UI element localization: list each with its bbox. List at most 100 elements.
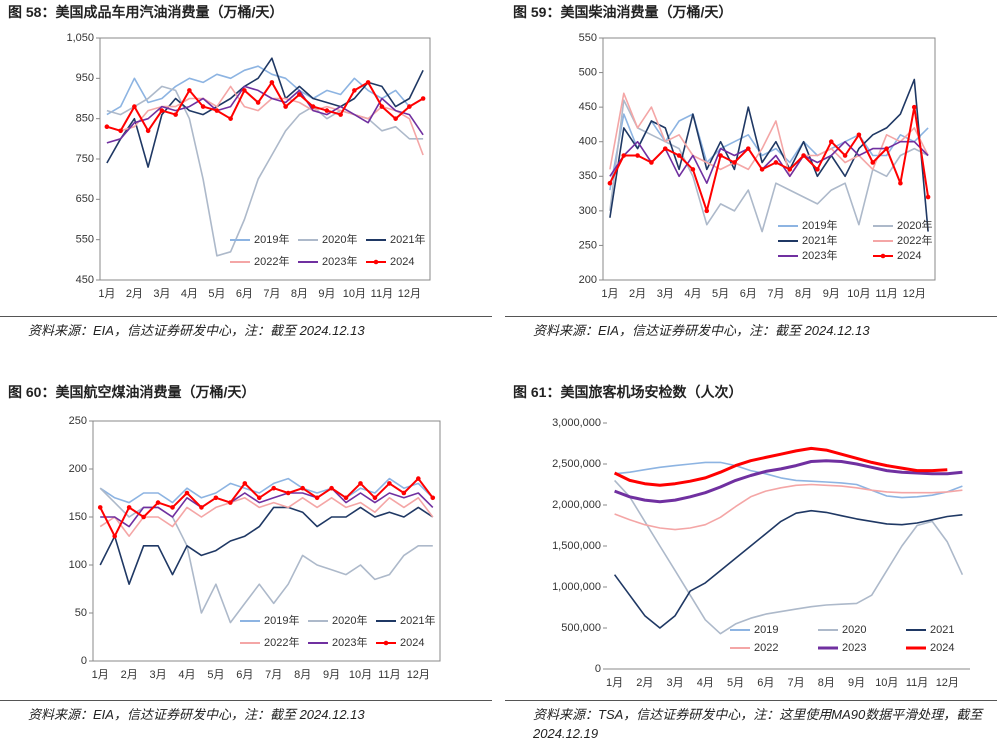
legend-label: 2021 xyxy=(930,624,954,636)
panel: 0 50 100 150 200 250 1月 2月 3月 4月 5月 6月 7月 8月 9月 10月 11月 1… xyxy=(0,380,492,745)
legend-label: 2022年 xyxy=(897,233,932,247)
data-point xyxy=(393,116,398,121)
series-line xyxy=(99,477,434,538)
legend-label: 2021年 xyxy=(802,233,837,247)
series-line xyxy=(100,487,434,528)
data-point xyxy=(132,104,137,109)
x-tick-label: 4月 xyxy=(181,288,198,300)
y-tick-label: 50 xyxy=(75,607,87,619)
x-tick-label: 5月 xyxy=(208,288,225,300)
legend-marker xyxy=(880,253,886,259)
series-line xyxy=(99,497,434,537)
data-point xyxy=(884,146,889,151)
y-tick-label: 250 xyxy=(579,239,597,251)
data-point xyxy=(732,160,737,165)
y-tick-label: 1,050 xyxy=(66,32,94,44)
data-point xyxy=(842,153,848,158)
series-line xyxy=(614,483,963,531)
x-tick-label: 10月 xyxy=(847,288,870,300)
x-tick-label: 6月 xyxy=(236,288,253,300)
data-point xyxy=(379,104,385,109)
figure-title: 图 58：美国成品车用汽油消费量（万桶/天） xyxy=(8,4,284,20)
x-tick-label: 12月 xyxy=(936,677,959,689)
x-tick-label: 6月 xyxy=(740,288,757,300)
data-point xyxy=(338,112,343,117)
series-line xyxy=(99,487,433,624)
x-tick-label: 11月 xyxy=(906,677,928,689)
data-point xyxy=(704,208,710,214)
x-tick-label: 3月 xyxy=(153,288,170,300)
x-tick-label: 12月 xyxy=(903,288,926,300)
legend-label: 2024 xyxy=(390,256,414,268)
legend-label: 2022年 xyxy=(264,635,299,649)
figure-title: 图 59：美国柴油消费量（万桶/天） xyxy=(513,4,733,20)
data-point xyxy=(420,96,426,101)
legend-label: 2020年 xyxy=(322,232,357,246)
x-tick-label: 4月 xyxy=(178,669,195,681)
figure-title: 图 60：美国航空煤油消费量（万桶/天） xyxy=(8,384,256,400)
chart: 200 250 300 350 400 450 500 550 1月 2月 3月 4月 5月 6月 7月 8月… xyxy=(579,32,936,300)
data-point xyxy=(911,104,917,110)
x-tick-label: 8月 xyxy=(294,669,311,681)
panel: 0 500,000 1,000,000 1,500,000 2,000,000 2,500… xyxy=(505,380,997,745)
x-tick-label: 9月 xyxy=(318,288,335,300)
y-tick-label: 300 xyxy=(579,205,597,217)
source-note: 资料来源：EIA，信达证券研发中心，注：截至 2024.12.13 xyxy=(505,316,997,340)
source-note: 资料来源：TSA，信达证券研发中心，注：这里使用MA90数据平滑处理，截至 20… xyxy=(505,700,997,743)
source-note: 资料来源：EIA，信达证券研发中心，注：截至 2024.12.13 xyxy=(0,316,492,340)
x-tick-label: 1月 xyxy=(606,677,623,689)
data-point xyxy=(228,116,233,121)
data-point xyxy=(828,139,834,145)
x-tick-label: 3月 xyxy=(150,669,167,681)
x-tick-label: 8月 xyxy=(818,677,835,689)
data-point xyxy=(112,533,117,539)
data-point xyxy=(314,495,320,501)
y-tick-label: 950 xyxy=(76,72,94,84)
data-point xyxy=(324,108,330,113)
x-tick-label: 8月 xyxy=(795,288,812,300)
series-line xyxy=(609,99,929,233)
data-point xyxy=(607,180,613,186)
series-line xyxy=(106,65,424,116)
x-tick-label: 4月 xyxy=(697,677,714,689)
data-point xyxy=(145,128,151,134)
data-point xyxy=(187,88,192,93)
chart: 0 500,000 1,000,000 1,500,000 2,000,000 2,500… xyxy=(552,417,970,689)
data-point xyxy=(430,495,436,501)
legend-label: 2021年 xyxy=(400,613,435,627)
y-tick-label: 450 xyxy=(76,274,94,286)
y-tick-label: 350 xyxy=(579,170,597,182)
x-tick-label: 8月 xyxy=(291,288,308,300)
x-tick-label: 7月 xyxy=(767,288,784,300)
x-tick-label: 12月 xyxy=(398,288,421,300)
legend-label: 2019年 xyxy=(264,613,299,627)
source-note: 资料来源：EIA，信达证券研发中心，注：截至 2024.12.13 xyxy=(0,700,492,724)
data-point xyxy=(621,153,627,158)
series-line xyxy=(106,85,424,156)
plot-frame xyxy=(92,420,441,662)
y-tick-label: 500,000 xyxy=(561,622,601,634)
series-line xyxy=(614,479,964,635)
data-point xyxy=(173,112,178,117)
data-point xyxy=(126,505,132,510)
data-point xyxy=(199,505,204,510)
x-tick-label: 11月 xyxy=(875,288,897,300)
x-tick-label: 11月 xyxy=(371,288,393,300)
y-tick-label: 0 xyxy=(595,663,601,675)
x-tick-label: 2月 xyxy=(629,288,646,300)
x-tick-label: 10月 xyxy=(343,288,366,300)
data-point xyxy=(213,495,219,501)
legend-label: 2021年 xyxy=(390,232,425,246)
y-tick-label: 550 xyxy=(76,234,94,246)
data-point xyxy=(787,167,793,172)
y-tick-label: 450 xyxy=(579,101,597,113)
legend-label: 2023年 xyxy=(322,254,357,268)
data-point xyxy=(97,505,103,510)
y-tick-label: 1,000,000 xyxy=(552,581,601,593)
series-line xyxy=(613,509,963,629)
data-point xyxy=(118,128,123,134)
legend-label: 2019 xyxy=(754,624,778,636)
data-point xyxy=(352,88,357,93)
data-point xyxy=(256,495,262,501)
data-point xyxy=(269,80,275,85)
